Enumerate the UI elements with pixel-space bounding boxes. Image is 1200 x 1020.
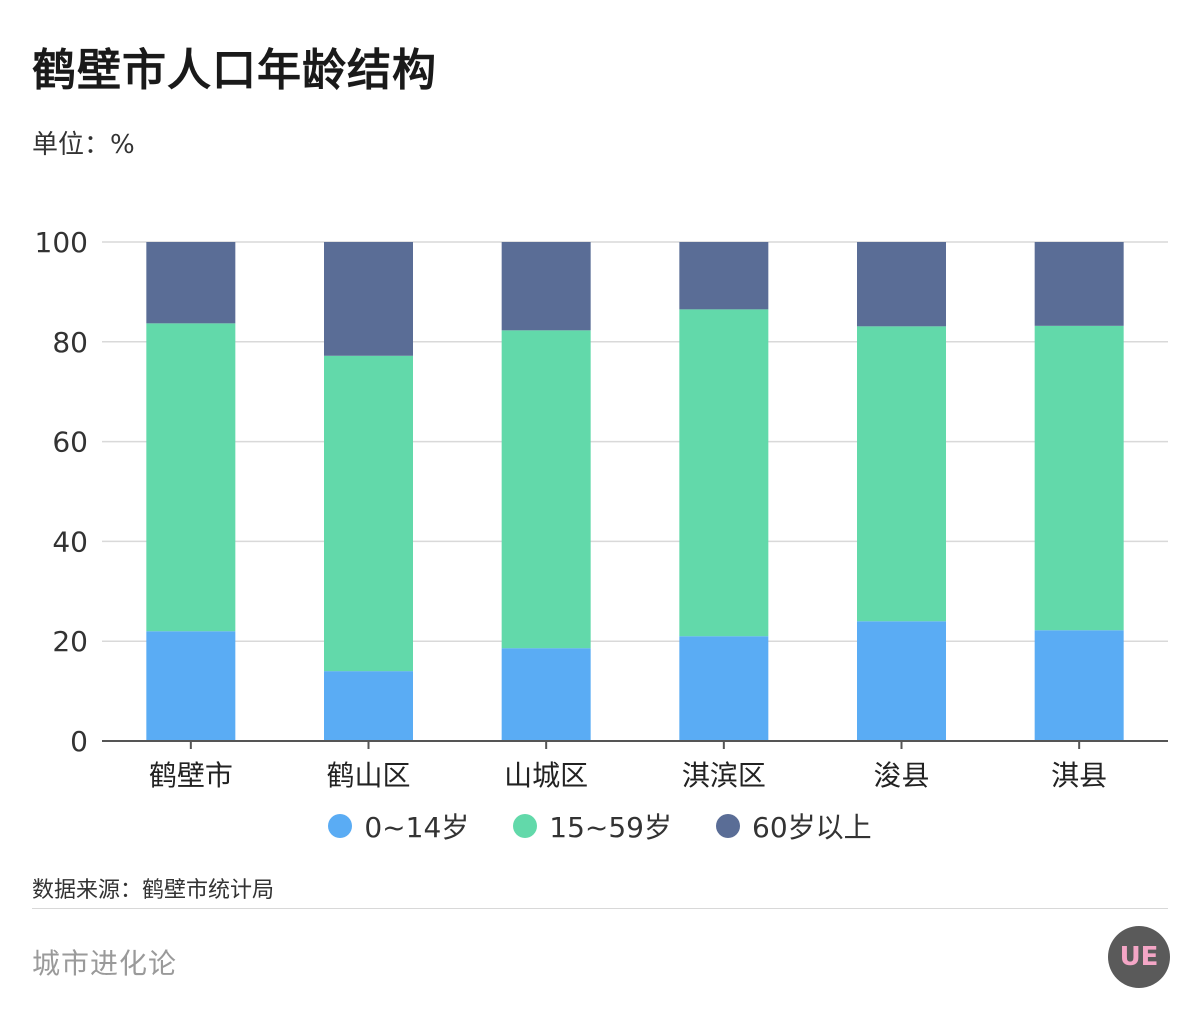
bar-segment-3-1 xyxy=(679,309,769,637)
x-tick-label-2: 山城区 xyxy=(504,759,588,792)
bar-segment-4-2 xyxy=(857,242,946,327)
bar-segment-5-1 xyxy=(1034,325,1124,631)
legend: 0~14岁 15~59岁 60岁以上 xyxy=(0,806,1200,846)
bar-segment-3-2 xyxy=(679,242,769,310)
grid-lines xyxy=(102,241,1168,642)
x-tick-label-5: 淇县 xyxy=(1051,759,1107,792)
y-tick-label-0: 0 xyxy=(70,725,88,758)
legend-swatch-0-14 xyxy=(328,814,353,838)
axes: 0 20 40 60 80 100 鹤壁市 鹤山区 山城区 淇滨区 浚县 淇县 xyxy=(35,226,1168,792)
bar-segment-1-1 xyxy=(324,355,413,672)
brand-name: 城市进化论 xyxy=(32,947,178,980)
legend-item-15-59: 15~59岁 xyxy=(513,806,672,846)
legend-label-60-plus: 60岁以上 xyxy=(752,811,872,844)
y-tick-label-60: 60 xyxy=(52,426,88,459)
bar-segment-4-0 xyxy=(857,621,946,741)
bar-segment-5-0 xyxy=(1034,630,1124,741)
x-tick-label-3: 淇滨区 xyxy=(682,759,766,792)
legend-swatch-60-plus xyxy=(716,814,740,838)
y-tick-label-40: 40 xyxy=(52,525,88,558)
y-tick-label-100: 100 xyxy=(35,226,88,259)
legend-label-15-59: 15~59岁 xyxy=(549,811,672,844)
bar-segment-2-1 xyxy=(501,330,591,649)
bar-segment-2-0 xyxy=(501,648,591,741)
x-tick-label-1: 鹤山区 xyxy=(326,759,410,792)
unit-label: 单位：% xyxy=(32,130,135,160)
bar-segment-1-0 xyxy=(324,671,413,741)
footer-divider xyxy=(32,908,1168,909)
bar-segment-3-0 xyxy=(679,636,769,741)
bar-segment-5-2 xyxy=(1034,242,1124,326)
legend-label-0-14: 0~14岁 xyxy=(364,811,470,844)
bar-segment-0-2 xyxy=(146,242,236,324)
legend-item-60-plus: 60岁以上 xyxy=(716,806,872,846)
x-tick-label-4: 浚县 xyxy=(873,759,929,792)
legend-swatch-15-59 xyxy=(513,814,538,838)
bar-segment-4-1 xyxy=(857,326,946,622)
brand-logo: UE xyxy=(1108,926,1170,988)
x-tick-label-0: 鹤壁市 xyxy=(149,759,233,792)
bar-segment-0-0 xyxy=(146,631,236,741)
bar-segment-1-2 xyxy=(324,242,413,356)
y-tick-label-80: 80 xyxy=(52,326,88,359)
bars xyxy=(146,242,1124,741)
data-source: 数据来源：鹤壁市统计局 xyxy=(32,878,275,903)
logo-text: UE xyxy=(1119,942,1159,972)
legend-item-0-14: 0~14岁 xyxy=(328,806,469,846)
bar-segment-2-2 xyxy=(501,242,591,331)
bar-segment-0-1 xyxy=(146,323,236,632)
chart-title: 鹤壁市人口年龄结构 xyxy=(32,45,437,96)
stacked-bar-chart: 0 20 40 60 80 100 鹤壁市 鹤山区 山城区 淇滨区 浚县 淇县 xyxy=(35,226,1168,792)
y-tick-label-20: 20 xyxy=(52,625,88,658)
